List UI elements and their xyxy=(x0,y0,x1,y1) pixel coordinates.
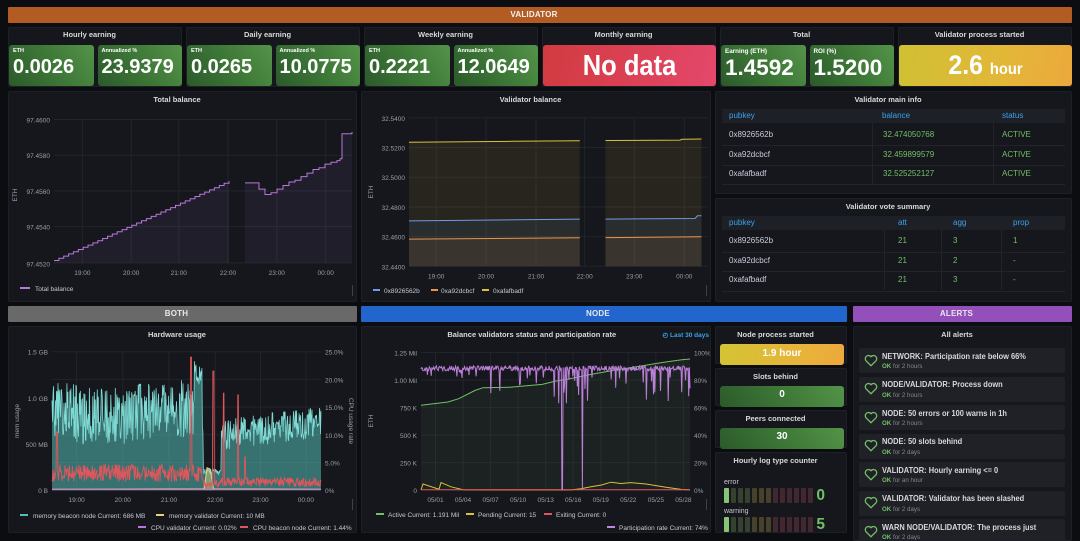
svg-text:CPU usage rate: CPU usage rate xyxy=(347,398,354,445)
svg-text:0%: 0% xyxy=(325,488,335,495)
svg-text:32.4800: 32.4800 xyxy=(382,205,406,212)
svg-text:CPU beacon node Current: 1.44: CPU beacon node Current: 1.44% xyxy=(253,525,352,532)
svg-text:19:00: 19:00 xyxy=(74,270,91,277)
svg-text:250 K: 250 K xyxy=(400,461,418,468)
svg-text:97.4580: 97.4580 xyxy=(27,153,51,160)
svg-text:05/04: 05/04 xyxy=(455,497,472,504)
svg-text:40%: 40% xyxy=(694,433,707,440)
svg-text:23:00: 23:00 xyxy=(269,270,286,277)
svg-text:20:00: 20:00 xyxy=(123,270,140,277)
svg-text:memory beacon node Current: 6: memory beacon node Current: 686 MB xyxy=(33,513,145,520)
svg-text:ETH: ETH xyxy=(368,185,375,198)
svg-text:05/01: 05/01 xyxy=(427,497,444,504)
svg-text:21:00: 21:00 xyxy=(528,274,545,281)
svg-text:20%: 20% xyxy=(694,461,707,468)
svg-text:0: 0 xyxy=(413,488,417,495)
svg-text:100%: 100% xyxy=(694,351,710,358)
svg-text:22:00: 22:00 xyxy=(576,274,593,281)
svg-text:00:00: 00:00 xyxy=(298,497,315,504)
svg-text:21:00: 21:00 xyxy=(171,270,188,277)
svg-text:mem usage: mem usage xyxy=(14,404,21,438)
svg-text:00:00: 00:00 xyxy=(676,274,693,281)
svg-text:memory validator Current: 10: memory validator Current: 10 MB xyxy=(169,513,265,520)
svg-text:0x8926562b: 0x8926562b xyxy=(384,288,420,295)
svg-text:23:00: 23:00 xyxy=(626,274,643,281)
svg-text:Participation rate Current: 7: Participation rate Current: 74% xyxy=(619,525,708,532)
svg-text:05/10: 05/10 xyxy=(510,497,527,504)
svg-text:32.5000: 32.5000 xyxy=(382,175,406,182)
svg-text:1.5 GB: 1.5 GB xyxy=(28,350,48,357)
svg-text:20.0%: 20.0% xyxy=(325,377,344,384)
svg-text:97.4560: 97.4560 xyxy=(27,189,51,196)
svg-text:22:00: 22:00 xyxy=(220,270,237,277)
svg-text:05/16: 05/16 xyxy=(565,497,582,504)
svg-text:22:00: 22:00 xyxy=(207,497,224,504)
svg-text:1.25 Mil: 1.25 Mil xyxy=(394,351,417,358)
svg-text:20:00: 20:00 xyxy=(478,274,495,281)
svg-text:10.0%: 10.0% xyxy=(325,433,344,440)
svg-text:Exiting Current: 0: Exiting Current: 0 xyxy=(556,512,607,519)
svg-text:60%: 60% xyxy=(694,406,707,413)
svg-text:20:00: 20:00 xyxy=(115,497,132,504)
svg-text:CPU validator Current: 0.02%: CPU validator Current: 0.02% xyxy=(151,525,237,532)
svg-text:23:00: 23:00 xyxy=(252,497,269,504)
svg-text:97.4520: 97.4520 xyxy=(27,261,51,268)
svg-text:19:00: 19:00 xyxy=(68,497,85,504)
svg-text:500 K: 500 K xyxy=(400,433,418,440)
svg-text:32.5400: 32.5400 xyxy=(382,116,406,123)
svg-text:Active Current: 1.191 Mil: Active Current: 1.191 Mil xyxy=(388,512,460,519)
svg-text:Total balance: Total balance xyxy=(35,286,74,293)
svg-text:97.4540: 97.4540 xyxy=(27,225,51,232)
svg-text:05/19: 05/19 xyxy=(593,497,610,504)
svg-text:32.4400: 32.4400 xyxy=(382,264,406,271)
svg-text:ETH: ETH xyxy=(12,188,19,201)
svg-text:5.0%: 5.0% xyxy=(325,461,340,468)
svg-text:15.0%: 15.0% xyxy=(325,405,344,412)
svg-text:0 B: 0 B xyxy=(38,488,48,495)
svg-text:25.0%: 25.0% xyxy=(325,350,344,357)
svg-text:32.4600: 32.4600 xyxy=(382,235,406,242)
svg-text:32.5200: 32.5200 xyxy=(382,146,406,153)
svg-text:1.0 GB: 1.0 GB xyxy=(28,396,48,403)
svg-text:21:00: 21:00 xyxy=(161,497,178,504)
svg-text:1.00 Mil: 1.00 Mil xyxy=(394,378,417,385)
svg-text:05/28: 05/28 xyxy=(675,497,692,504)
svg-text:ETH: ETH xyxy=(368,414,375,427)
svg-text:80%: 80% xyxy=(694,378,707,385)
svg-text:Pending Current: 15: Pending Current: 15 xyxy=(478,512,537,519)
svg-text:500 MB: 500 MB xyxy=(26,442,48,449)
svg-text:0xa92dcbcf: 0xa92dcbcf xyxy=(441,288,474,295)
svg-text:00:00: 00:00 xyxy=(318,270,335,277)
svg-text:97.4600: 97.4600 xyxy=(27,118,51,125)
svg-text:750 K: 750 K xyxy=(400,406,418,413)
svg-text:19:00: 19:00 xyxy=(428,274,445,281)
svg-text:05/13: 05/13 xyxy=(538,497,555,504)
svg-text:05/07: 05/07 xyxy=(482,497,499,504)
svg-text:05/25: 05/25 xyxy=(648,497,665,504)
svg-text:05/22: 05/22 xyxy=(620,497,637,504)
svg-text:0xafafbadf: 0xafafbadf xyxy=(493,288,524,295)
svg-text:0%: 0% xyxy=(694,488,704,495)
